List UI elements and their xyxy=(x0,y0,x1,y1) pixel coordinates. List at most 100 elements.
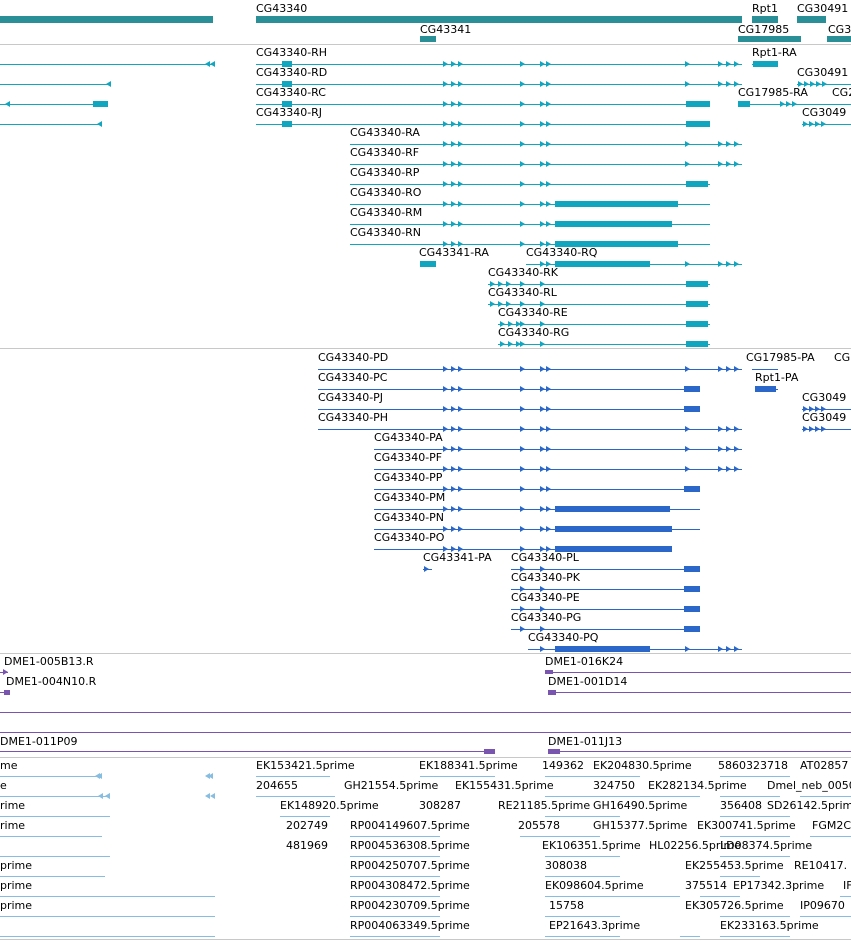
protein-label[interactable]: Rpt1-PA xyxy=(755,371,799,384)
protein-label[interactable]: CG43340-PE xyxy=(511,591,580,604)
transcript-label[interactable]: CG43340-RL xyxy=(488,286,557,299)
protein-feature-exon[interactable] xyxy=(684,486,700,492)
transcript-feature-line[interactable] xyxy=(350,243,710,245)
protein-feature-line[interactable] xyxy=(802,428,851,430)
transcript-feature-line[interactable] xyxy=(256,63,742,65)
transcript-feature-line[interactable] xyxy=(0,123,102,125)
transcript-feature-line[interactable] xyxy=(350,203,710,205)
clone-label[interactable]: DME1-004N10.R xyxy=(6,675,97,688)
est-feature-line[interactable] xyxy=(420,775,495,777)
gene-bar[interactable] xyxy=(420,36,436,42)
est-feature-line[interactable] xyxy=(350,875,440,877)
est-feature-line[interactable] xyxy=(545,815,620,817)
protein-feature-exon[interactable] xyxy=(555,526,672,532)
protein-feature-line[interactable] xyxy=(374,448,742,450)
clone-feature-exon[interactable] xyxy=(545,670,553,674)
est-label[interactable]: 308287 xyxy=(419,799,461,812)
protein-feature-exon[interactable] xyxy=(684,626,700,632)
protein-feature-line[interactable] xyxy=(752,368,778,370)
est-label[interactable]: 324750 xyxy=(593,779,635,792)
transcript-feature-line[interactable] xyxy=(0,103,108,105)
transcript-feature-exon[interactable] xyxy=(555,221,672,227)
est-label[interactable]: RP004308472.5prime xyxy=(350,879,470,892)
protein-feature-exon[interactable] xyxy=(684,406,700,412)
est-label[interactable]: e xyxy=(0,779,7,792)
est-label[interactable]: Dmel_neb_0050 xyxy=(767,779,851,792)
clone-feature-line[interactable] xyxy=(0,731,851,733)
transcript-feature-exon[interactable] xyxy=(686,301,708,307)
transcript-feature-line[interactable] xyxy=(488,283,710,285)
est-label[interactable]: 356408 xyxy=(720,799,762,812)
est-feature-line[interactable] xyxy=(545,855,620,857)
protein-feature-exon[interactable] xyxy=(684,586,700,592)
est-label[interactable]: EK155431.5prime xyxy=(455,779,554,792)
est-label[interactable]: rime xyxy=(0,819,26,832)
gene-label[interactable]: CG3 xyxy=(828,23,851,36)
clone-feature-line[interactable] xyxy=(0,711,851,713)
est-label[interactable]: prime xyxy=(0,859,33,872)
est-label[interactable]: 205578 xyxy=(518,819,560,832)
est-feature-line[interactable] xyxy=(0,855,110,857)
transcript-label[interactable]: CG43340-RG xyxy=(498,326,570,339)
protein-label[interactable]: CG43340-PJ xyxy=(318,391,384,404)
transcript-label[interactable]: CG43340-RA xyxy=(350,126,420,139)
est-label[interactable]: EK233163.5prime xyxy=(720,919,819,932)
est-label[interactable]: EK305726.5prime xyxy=(685,899,784,912)
transcript-feature-line[interactable] xyxy=(256,123,710,125)
est-feature-line[interactable] xyxy=(0,775,102,777)
transcript-feature-exon[interactable] xyxy=(282,101,292,107)
est-feature-line[interactable] xyxy=(0,895,215,897)
protein-feature-line[interactable] xyxy=(802,408,851,410)
transcript-feature-exon[interactable] xyxy=(686,341,708,347)
gene-label[interactable]: CG43341 xyxy=(420,23,472,36)
protein-label[interactable]: CG43340-PG xyxy=(511,611,582,624)
est-feature-line[interactable] xyxy=(0,815,110,817)
est-feature-line[interactable] xyxy=(720,915,790,917)
transcript-feature-line[interactable] xyxy=(0,83,110,85)
clone-feature-line[interactable] xyxy=(548,691,851,693)
est-label[interactable]: 149362 xyxy=(542,759,584,772)
clone-feature-line[interactable] xyxy=(0,750,495,752)
protein-feature-exon[interactable] xyxy=(755,386,776,392)
est-label[interactable]: SD26142.5prime xyxy=(767,799,851,812)
protein-feature-line[interactable] xyxy=(511,608,700,610)
transcript-label[interactable]: CG43341-RA xyxy=(419,246,489,259)
protein-label[interactable]: CG3049 xyxy=(802,411,847,424)
est-label[interactable]: EK098604.5prime xyxy=(545,879,644,892)
transcript-feature-exon[interactable] xyxy=(282,81,292,87)
est-feature-line[interactable] xyxy=(810,835,851,837)
transcript-label[interactable]: CG43340-RQ xyxy=(526,246,598,259)
est-feature-line[interactable] xyxy=(720,855,790,857)
est-label[interactable]: prime xyxy=(0,899,33,912)
protein-label[interactable]: CG43340-PA xyxy=(374,431,443,444)
protein-label[interactable]: CG xyxy=(834,351,851,364)
protein-feature-exon[interactable] xyxy=(555,546,672,552)
transcript-feature-exon[interactable] xyxy=(686,281,708,287)
transcript-label[interactable]: CG3049 xyxy=(802,106,847,119)
est-feature-line[interactable] xyxy=(545,935,620,937)
transcript-feature-line[interactable] xyxy=(498,323,710,325)
gene-label[interactable]: CG30491 xyxy=(797,2,849,15)
est-label[interactable]: HL02256.5prime xyxy=(649,839,741,852)
transcript-label[interactable]: CG43340-RK xyxy=(488,266,559,279)
est-label[interactable]: 15758 xyxy=(549,899,584,912)
est-feature-line[interactable] xyxy=(545,775,640,777)
transcript-feature-exon[interactable] xyxy=(753,61,778,67)
gene-bar[interactable] xyxy=(738,36,801,42)
protein-feature-exon[interactable] xyxy=(684,606,700,612)
est-feature-line[interactable] xyxy=(0,875,105,877)
clone-feature-line[interactable] xyxy=(545,671,851,673)
est-label[interactable]: prime xyxy=(0,879,33,892)
est-feature-line[interactable] xyxy=(0,795,110,797)
protein-label[interactable]: CG43340-PM xyxy=(374,491,446,504)
transcript-label[interactable]: CG43340-RO xyxy=(350,186,422,199)
transcript-feature-exon[interactable] xyxy=(93,101,108,107)
gene-label[interactable]: Rpt1 xyxy=(752,2,778,15)
transcript-feature-line[interactable] xyxy=(802,123,851,125)
protein-feature-exon[interactable] xyxy=(684,386,700,392)
est-feature-line[interactable] xyxy=(720,835,790,837)
clone-feature-line[interactable] xyxy=(548,750,851,752)
gene-label[interactable]: CG43340 xyxy=(256,2,308,15)
protein-feature-line[interactable] xyxy=(374,488,700,490)
